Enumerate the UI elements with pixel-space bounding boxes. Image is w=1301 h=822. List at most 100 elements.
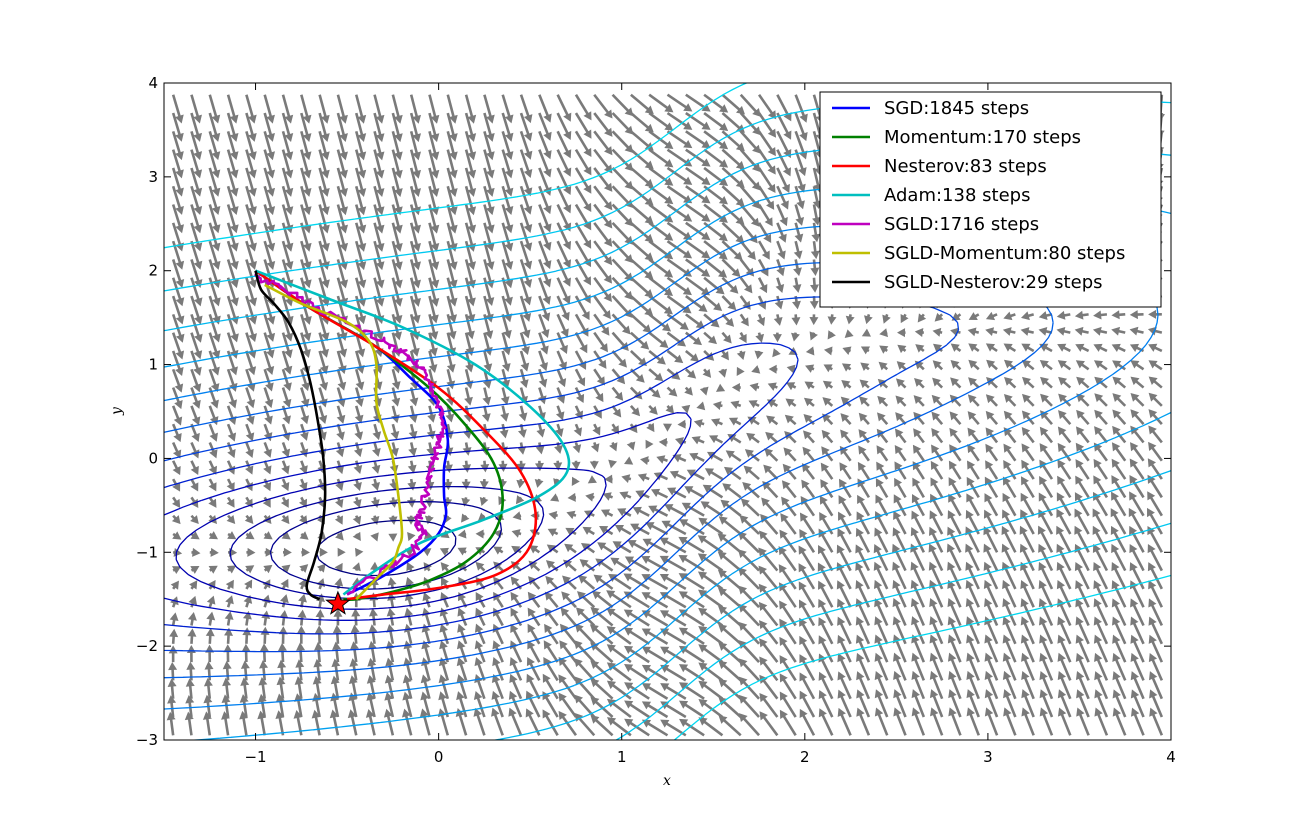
- quiver-arrow: [240, 677, 250, 699]
- quiver-arrow: [641, 683, 669, 700]
- quiver-arrow: [1038, 311, 1053, 320]
- quiver-arrow: [985, 394, 999, 407]
- quiver-arrow: [704, 468, 724, 481]
- quiver-arrow: [1020, 598, 1035, 627]
- quiver-arrow: [648, 166, 674, 186]
- quiver-arrow: [298, 578, 307, 590]
- quiver-arrow: [336, 332, 348, 358]
- quiver-arrow: [837, 616, 852, 645]
- quiver-arrow: [446, 259, 458, 289]
- quiver-arrow: [897, 344, 907, 354]
- quiver-arrow: [409, 277, 421, 307]
- quiver-arrow: [354, 222, 367, 252]
- quiver-arrow: [786, 382, 797, 391]
- quiver-arrow: [947, 597, 962, 627]
- quiver-arrow: [757, 222, 772, 244]
- quiver-arrow: [779, 673, 797, 700]
- quiver-arrow: [519, 222, 533, 252]
- quiver-arrow: [208, 565, 218, 574]
- quiver-arrow: [856, 652, 871, 681]
- quiver-arrow: [857, 478, 871, 499]
- quiver-arrow: [224, 611, 234, 626]
- quiver-arrow: [645, 522, 669, 536]
- quiver-arrow: [911, 707, 926, 736]
- quiver-arrow: [1056, 508, 1072, 535]
- quiver-arrow: [630, 221, 654, 243]
- quiver-arrow: [860, 346, 871, 355]
- quiver-arrow: [648, 111, 674, 131]
- quiver-arrow: [300, 149, 312, 179]
- quiver-arrow: [190, 332, 203, 360]
- quiver-arrow: [1057, 360, 1072, 371]
- quiver-arrow: [556, 277, 571, 305]
- quiver-arrow: [492, 623, 504, 645]
- quiver-arrow: [384, 674, 395, 699]
- quiver-arrow: [709, 435, 724, 444]
- quiver-arrow: [556, 295, 570, 321]
- quiver-arrow: [648, 221, 674, 241]
- quiver-arrow: [896, 361, 907, 371]
- quiver-arrow: [208, 405, 219, 426]
- quiver-arrow: [659, 573, 687, 591]
- quiver-arrow: [1039, 476, 1054, 499]
- quiver-arrow: [190, 387, 201, 409]
- quiver-arrow: [1020, 492, 1035, 517]
- quiver-arrow: [779, 529, 797, 554]
- quiver-arrow: [483, 130, 495, 161]
- quiver-arrow: [1020, 634, 1035, 663]
- legend-entry: Adam:138 steps: [832, 185, 1030, 206]
- quiver-arrow: [984, 689, 999, 718]
- quiver-arrow: [614, 524, 632, 536]
- quiver-arrow: [263, 564, 273, 574]
- quiver-arrow: [648, 313, 672, 332]
- quiver-arrow: [1149, 689, 1164, 718]
- quiver-arrow: [276, 676, 286, 699]
- quiver-arrow: [721, 331, 732, 344]
- legend-entry: SGLD:1716 steps: [832, 214, 1039, 235]
- quiver-arrow: [1020, 311, 1035, 321]
- quiver-arrow: [571, 460, 581, 471]
- quiver-arrow: [858, 445, 870, 462]
- quiver-arrow: [1003, 460, 1017, 480]
- quiver-arrow: [281, 240, 294, 270]
- plot-frame: [163, 82, 1172, 741]
- quiver-arrow: [529, 545, 541, 554]
- quiver-arrow: [1074, 561, 1090, 590]
- quiver-arrow: [666, 111, 693, 130]
- quiver-arrow: [1130, 409, 1145, 426]
- quiver-arrow: [648, 331, 669, 349]
- quiver-arrow: [318, 332, 329, 358]
- quiver-arrow: [702, 368, 712, 378]
- quiver-arrow: [349, 658, 359, 681]
- quiver-arrow: [1003, 311, 1016, 321]
- quiver-arrow: [799, 708, 816, 736]
- quiver-arrow: [610, 557, 632, 572]
- legend-label: Adam:138 steps: [884, 185, 1030, 206]
- x-tick-label: 3: [983, 748, 993, 766]
- quiver-arrow: [263, 531, 273, 540]
- quiver-arrow: [391, 131, 403, 161]
- quiver-arrow: [779, 600, 797, 627]
- quiver-arrow: [697, 553, 724, 572]
- quiver-arrow: [281, 387, 292, 408]
- quiver-arrow: [892, 561, 907, 590]
- quiver-arrow: [592, 423, 601, 436]
- quiver-arrow: [519, 112, 533, 142]
- quiver-arrow: [593, 93, 613, 119]
- quiver-arrow: [913, 395, 925, 407]
- quiver-arrow: [419, 708, 431, 736]
- quiver-arrow: [1075, 475, 1090, 499]
- quiver-arrow: [1130, 689, 1145, 718]
- quiver-arrow: [373, 204, 385, 234]
- quiver-arrow: [879, 328, 888, 338]
- quiver-arrow: [422, 592, 432, 608]
- quiver-arrow: [457, 547, 467, 556]
- quiver-arrow: [1056, 580, 1072, 608]
- quiver-arrow: [517, 442, 527, 455]
- quiver-arrow: [579, 559, 596, 572]
- quiver-arrow: [574, 185, 592, 213]
- quiver-arrow: [542, 691, 559, 718]
- quiver-arrow: [696, 401, 706, 411]
- quiver-arrow: [641, 610, 669, 627]
- quiver-arrow: [892, 527, 907, 553]
